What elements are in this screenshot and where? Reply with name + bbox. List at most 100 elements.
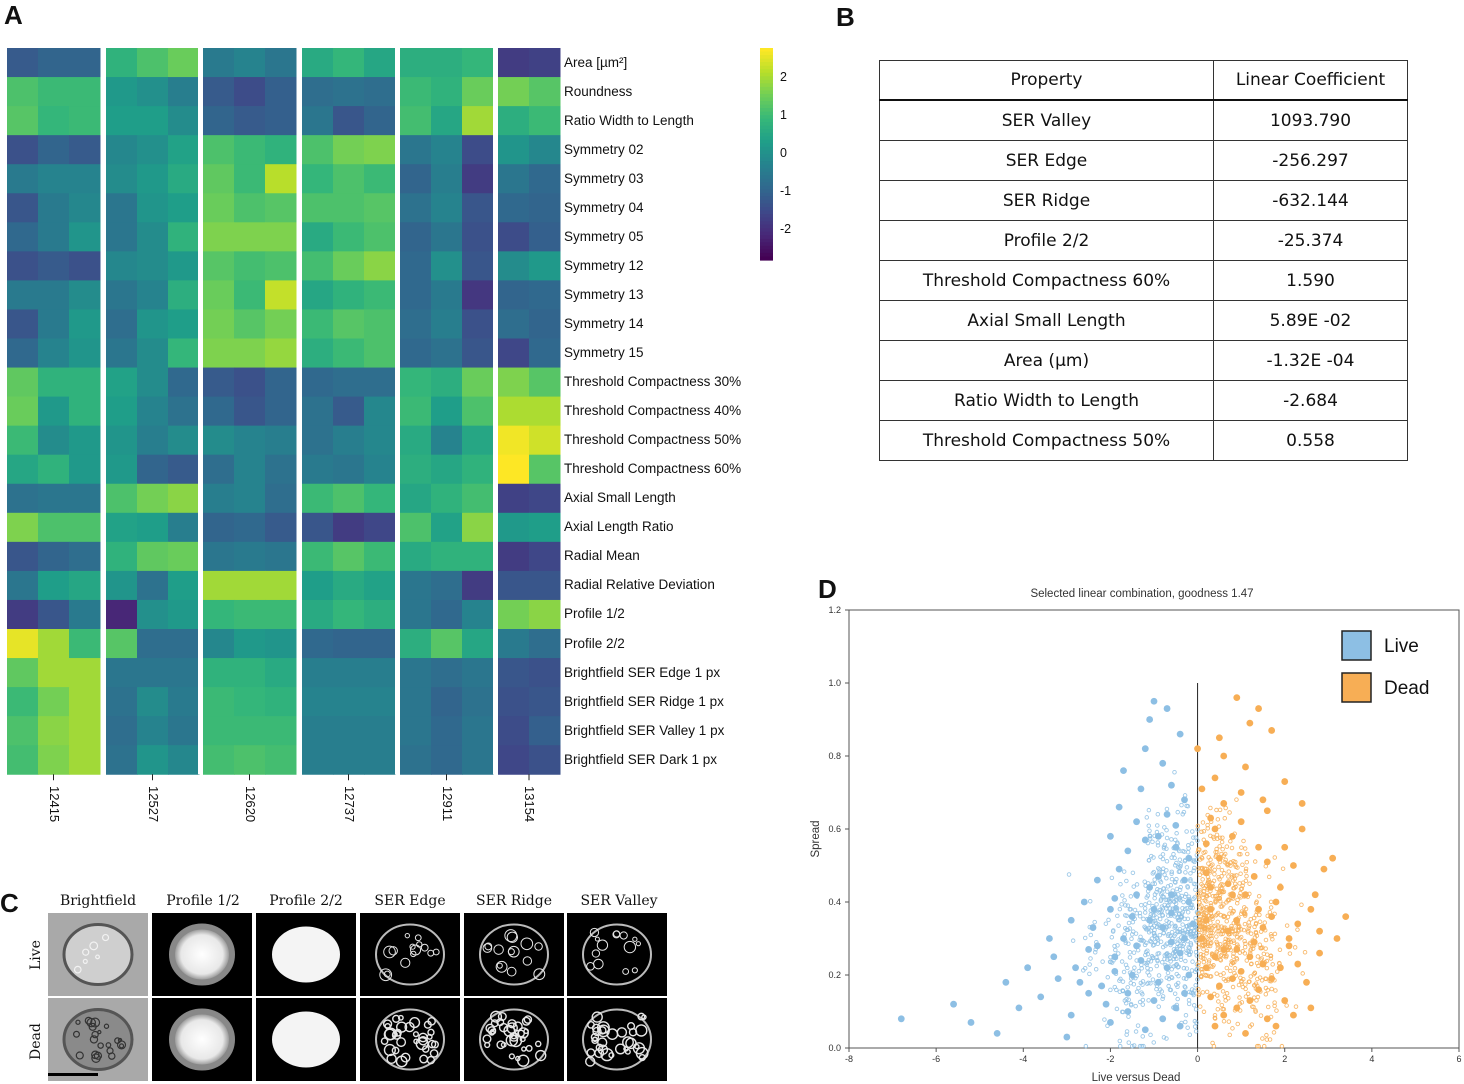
- colorbar-segment: [760, 161, 773, 166]
- scatter-point-open: [1179, 802, 1184, 808]
- scatter-point-open: [1112, 943, 1117, 949]
- colorbar-segment: [760, 175, 773, 180]
- scatter-point-open: [1183, 992, 1188, 998]
- property-cell: Threshold Compactness 50%: [879, 420, 1214, 461]
- heatmap-cell: [7, 338, 39, 369]
- scatter-point-open: [1201, 959, 1207, 965]
- header-linear-coefficient: Linear Coefficient: [1213, 60, 1408, 101]
- scatter-point-open: [1130, 932, 1135, 937]
- heatmap-cell: [168, 77, 200, 107]
- scatter-point-open: [1105, 1023, 1110, 1028]
- scatter-point-open: [1193, 937, 1198, 942]
- scatter-point-open: [1192, 1018, 1198, 1024]
- scatter-point-open: [1177, 857, 1183, 863]
- panel-label-a: A: [4, 0, 23, 30]
- heatmap-cell: [529, 222, 561, 252]
- scatter-point-open: [1153, 939, 1158, 945]
- scatter-point-open: [1243, 994, 1249, 999]
- scatter-point-open: [1204, 951, 1209, 956]
- scatter-point-open: [1260, 945, 1265, 950]
- scatter-point-open: [1217, 895, 1223, 901]
- scatter-point-open: [1164, 1036, 1169, 1041]
- scatter-point-open: [1180, 812, 1185, 817]
- colorbar-segment: [760, 146, 773, 152]
- scatter-point-live: [1046, 935, 1053, 942]
- scatter-point-live: [1076, 978, 1084, 986]
- scatter-point-open: [1272, 911, 1277, 917]
- scatter-point-open: [1127, 970, 1133, 975]
- scatter-point-open: [1168, 942, 1173, 948]
- scatter-point-open: [1242, 944, 1248, 950]
- scatter-point-open: [1208, 833, 1213, 839]
- heatmap-cell: [364, 48, 396, 78]
- coefficient-cell: 1.590: [1213, 260, 1408, 301]
- scatter-point-dead: [1202, 840, 1210, 847]
- scatter-point-dead: [1272, 898, 1280, 906]
- scatter-point-open: [1175, 840, 1180, 845]
- scatter-point-open: [1232, 966, 1238, 971]
- scatter-point-open: [1164, 846, 1169, 851]
- scatter-point-open: [1189, 968, 1195, 973]
- heatmap-cell: [431, 512, 463, 543]
- heatmap-cell: [462, 106, 494, 136]
- scatter-point-open: [1193, 969, 1198, 974]
- heatmap-cell: [38, 454, 70, 485]
- scatter-point-open: [1235, 944, 1241, 949]
- heatmap-cell: [7, 309, 39, 339]
- scatter-point-open: [1146, 858, 1152, 863]
- heatmap-cell: [137, 396, 169, 427]
- heatmap-cell: [234, 164, 266, 194]
- scatter-point-open: [1170, 936, 1175, 941]
- scatter-point-dead: [1211, 825, 1219, 833]
- scatter-point-open: [1208, 857, 1213, 862]
- heatmap-cell: [364, 135, 396, 165]
- scatter-point-live: [1185, 898, 1193, 906]
- scatter-point-open: [1172, 939, 1177, 944]
- scatter-point-open: [1087, 898, 1093, 904]
- scatter-point-open: [1173, 963, 1178, 968]
- scatter-point-open: [1279, 1043, 1285, 1049]
- scatter-point-open: [1197, 937, 1203, 943]
- scatter-point-dead: [1215, 982, 1223, 990]
- scatter-point-open: [1211, 836, 1217, 841]
- scatter-point-dead: [1294, 960, 1302, 968]
- heatmap-cell: [364, 367, 396, 398]
- heatmap-cell: [302, 512, 334, 543]
- heatmap-cell: [234, 280, 266, 310]
- scatter-point-open: [1206, 885, 1211, 891]
- scatter-point-open: [1217, 890, 1222, 895]
- scatter-point-open: [1182, 857, 1188, 863]
- scatter-point-open: [1218, 931, 1224, 937]
- scatter-point-open: [1234, 955, 1239, 961]
- heatmap-cell: [137, 106, 169, 136]
- scatter-point-open: [1156, 910, 1162, 915]
- scatter-point-open: [1204, 899, 1209, 904]
- scatter-point-open: [1206, 928, 1211, 933]
- heatmap-cell: [7, 222, 39, 252]
- scatter-point-open: [1237, 995, 1242, 1000]
- heatmap-cell: [400, 251, 432, 281]
- scatter-point-open: [1164, 868, 1169, 873]
- scatter-point-open: [1135, 947, 1141, 953]
- scatter-point-open: [1263, 863, 1269, 869]
- scatter-point-open: [1199, 909, 1204, 914]
- scatter-point-open: [1185, 803, 1191, 809]
- scatter-point-open: [1225, 978, 1231, 983]
- scatter-point-open: [1299, 902, 1304, 908]
- scatter-point-open: [1181, 899, 1186, 905]
- scatter-point-open: [1198, 923, 1203, 928]
- micrograph-grid: [48, 913, 667, 1081]
- scatter-point-open: [1215, 817, 1221, 822]
- heatmap-cell: [462, 77, 494, 107]
- scatter-point-open: [1145, 927, 1150, 932]
- colorbar-segment: [760, 235, 773, 240]
- scatter-point-open: [1235, 865, 1240, 870]
- heatmap-cell: [69, 135, 101, 165]
- scatter-point-open: [1267, 978, 1273, 984]
- scatter-point-open: [1207, 870, 1213, 875]
- scatter-point-open: [1215, 943, 1220, 948]
- scatter-point-open: [1271, 1030, 1277, 1035]
- scatter-point-open: [1186, 924, 1192, 929]
- heatmap-cell: [137, 338, 169, 369]
- scatter-point-open: [1175, 864, 1181, 870]
